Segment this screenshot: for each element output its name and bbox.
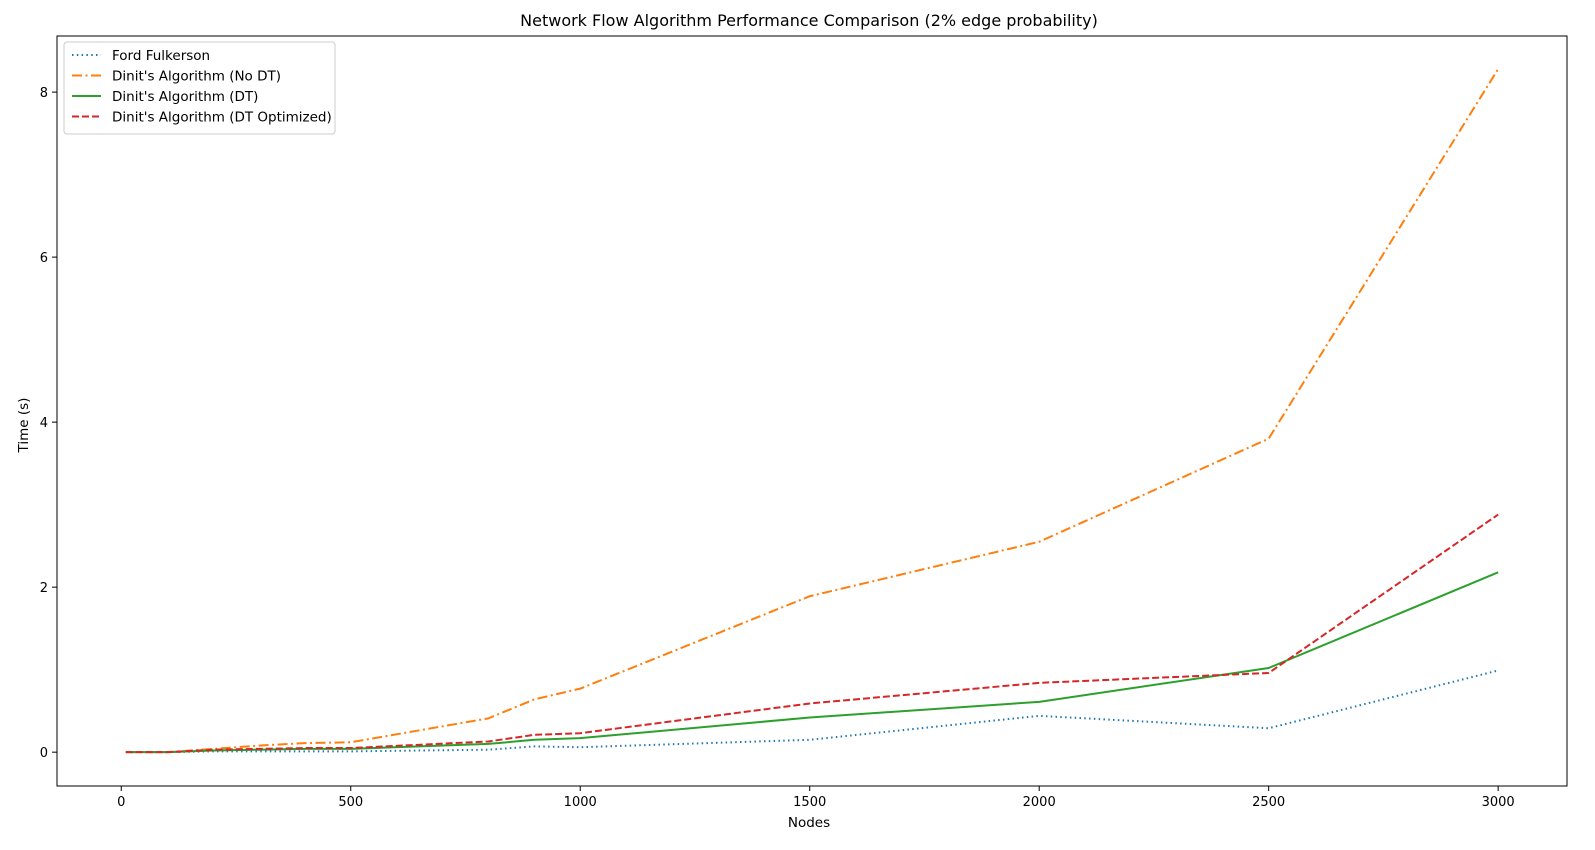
y-tick-label: 0: [40, 746, 48, 761]
y-axis-label: Time (s): [16, 398, 32, 454]
plot-lines: [125, 68, 1500, 754]
series-line-2: [125, 68, 1500, 754]
series-line-4: [125, 513, 1499, 754]
chart-title: Network Flow Algorithm Performance Compa…: [520, 11, 1098, 30]
legend-label-2: Dinit's Algorithm (No DT): [112, 69, 281, 85]
legend-label-1: Ford Fulkerson: [112, 48, 210, 64]
y-tick-label: 4: [40, 416, 48, 431]
x-tick-label: 2500: [1252, 795, 1285, 810]
y-tick-label: 2: [40, 581, 48, 596]
legend: Ford Fulkerson Dinit's Algorithm (No DT) D…: [63, 41, 336, 135]
x-axis-label: Nodes: [788, 815, 830, 831]
y-tick-label: 8: [40, 86, 48, 101]
x-tick-label: 1000: [564, 795, 597, 810]
x-axis-ticks: 0 500 1000 1500 2000 2500 3000: [117, 786, 1515, 810]
plot-frame: [56, 35, 1568, 787]
y-tick-label: 6: [40, 251, 48, 266]
legend-label-4: Dinit's Algorithm (DT Optimized): [112, 110, 332, 126]
series-line-3: [125, 571, 1499, 754]
x-tick-label: 500: [338, 795, 363, 810]
x-tick-label: 2000: [1023, 795, 1056, 810]
x-tick-label: 1500: [793, 795, 826, 810]
x-tick-label: 3000: [1482, 795, 1515, 810]
y-axis-ticks: 0 2 4 6 8: [40, 86, 57, 761]
x-tick-label: 0: [117, 795, 125, 810]
legend-label-3: Dinit's Algorithm (DT): [112, 89, 258, 105]
legend-box: [63, 41, 336, 135]
